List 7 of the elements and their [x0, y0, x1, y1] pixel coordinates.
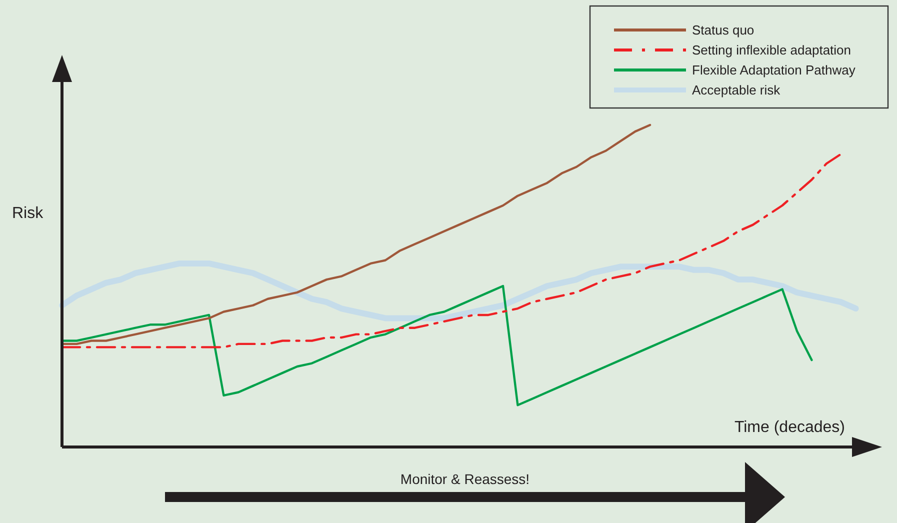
y-axis-title: Risk — [12, 205, 44, 222]
legend-label: Status quo — [692, 22, 754, 38]
text: Monitor & Reassess! — [400, 471, 530, 487]
legend-label: Acceptable risk — [692, 82, 781, 98]
x-axis-title: Time (decades) — [734, 419, 845, 436]
legend-label: Setting inflexible adaptation — [692, 42, 852, 58]
legend-label: Flexible Adaptation Pathway — [692, 62, 856, 78]
